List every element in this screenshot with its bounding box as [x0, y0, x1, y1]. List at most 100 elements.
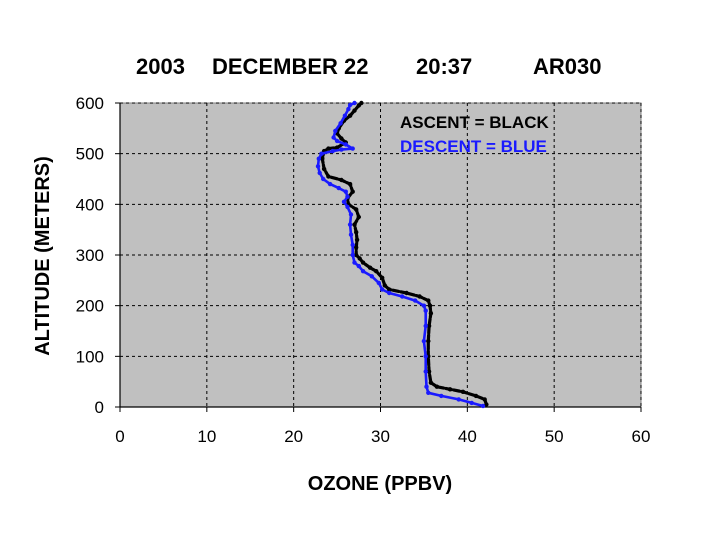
data-point-descent [352, 260, 357, 265]
x-tick-label: 40 [458, 427, 477, 446]
data-point-descent [352, 100, 357, 106]
data-point-descent [369, 274, 374, 279]
data-point-ascent [321, 166, 327, 172]
data-point-ascent [426, 369, 432, 374]
data-point-ascent [326, 146, 331, 151]
data-point-ascent [417, 294, 422, 299]
data-point-descent [439, 393, 444, 399]
data-point-descent [336, 185, 341, 191]
chart-title-date: DECEMBER 22 [212, 54, 368, 79]
data-point-ascent [447, 387, 453, 392]
x-tick-label: 60 [632, 427, 651, 446]
data-point-descent [330, 148, 335, 154]
data-point-descent [341, 199, 347, 204]
data-point-ascent [356, 214, 361, 220]
data-point-descent [456, 397, 461, 402]
data-point-ascent [460, 389, 466, 394]
data-point-descent [338, 121, 343, 126]
data-point-descent [356, 263, 361, 269]
data-point-ascent [352, 108, 357, 113]
y-tick-label: 600 [76, 94, 104, 113]
chart-title-year: 2003 [136, 54, 185, 79]
data-point-ascent [339, 177, 344, 183]
data-point-ascent [484, 402, 489, 407]
data-point-descent [342, 113, 348, 118]
data-point-descent [387, 290, 392, 296]
data-point-ascent [367, 265, 373, 270]
x-tick-label: 30 [371, 427, 390, 446]
chart-title-id: AR030 [533, 54, 601, 79]
data-point-ascent [426, 338, 431, 344]
grid [120, 102, 642, 407]
legend-entry-ascent: ASCENT = BLACK [400, 113, 549, 132]
data-point-descent [343, 189, 348, 194]
data-point-ascent [428, 311, 434, 316]
series-descent [315, 100, 486, 409]
x-tick-label: 20 [284, 427, 303, 446]
y-axis-title: ALTITUDE (METERS) [32, 156, 54, 356]
y-tick-label: 200 [76, 297, 104, 316]
axes [115, 102, 642, 412]
data-point-descent [334, 138, 340, 144]
data-point-descent [321, 176, 326, 182]
y-tick-label: 300 [76, 246, 104, 265]
data-point-ascent [354, 230, 359, 235]
data-point-ascent [354, 245, 359, 250]
data-point-descent [345, 194, 350, 199]
data-point-descent [423, 323, 428, 329]
data-point-descent [469, 400, 474, 406]
data-point-descent [423, 369, 428, 374]
data-point-ascent [347, 181, 353, 187]
x-axis-title: OZONE (PPBV) [308, 473, 452, 495]
data-point-descent [421, 303, 427, 308]
data-point-descent [339, 147, 344, 152]
data-point-descent [327, 181, 333, 187]
data-point-ascent [380, 275, 385, 280]
data-point-descent [480, 403, 486, 409]
data-point-ascent [434, 384, 440, 389]
data-point-ascent [473, 393, 479, 399]
data-point-ascent [387, 287, 392, 292]
data-point-ascent [339, 136, 344, 141]
y-tick-label: 100 [76, 347, 104, 366]
x-tick-label: 50 [545, 427, 564, 446]
data-point-ascent [326, 174, 331, 179]
data-point-descent [319, 151, 324, 156]
data-point-ascent [382, 283, 387, 288]
y-tick-label: 0 [95, 398, 104, 417]
data-point-descent [316, 156, 321, 161]
data-point-descent [348, 232, 354, 237]
y-tick-label: 500 [76, 145, 104, 164]
data-point-ascent [374, 269, 379, 274]
data-point-descent [424, 384, 429, 389]
data-point-ascent [428, 380, 434, 385]
data-point-descent [315, 164, 321, 169]
data-point-ascent [352, 222, 357, 227]
data-point-descent [350, 242, 355, 248]
data-point-descent [347, 102, 353, 108]
data-point-descent [413, 298, 418, 303]
data-point-descent [347, 222, 353, 227]
data-point-descent [426, 390, 431, 395]
data-point-descent [423, 354, 428, 359]
data-point-descent [380, 287, 385, 292]
data-point-descent [317, 170, 322, 176]
data-point-descent [333, 128, 338, 134]
data-point-descent [423, 308, 428, 313]
data-point-descent [350, 146, 355, 151]
data-point-ascent [482, 397, 487, 402]
data-point-ascent [334, 145, 340, 150]
data-point-descent [346, 106, 351, 112]
data-point-descent [345, 204, 350, 210]
series-layer [315, 100, 489, 409]
data-point-descent [350, 252, 355, 258]
data-point-descent [348, 212, 354, 217]
data-point-descent [343, 142, 348, 147]
data-point-descent [331, 135, 336, 140]
data-point-ascent [427, 303, 433, 308]
data-point-ascent [347, 113, 353, 118]
data-point-ascent [354, 252, 359, 258]
legend-entry-descent: DESCENT = BLUE [400, 137, 547, 156]
